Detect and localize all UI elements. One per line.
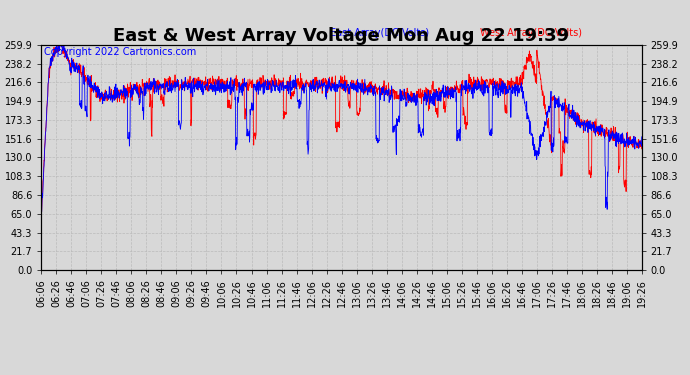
Text: East Array(DC Volts): East Array(DC Volts) (330, 28, 428, 38)
Text: Copyright 2022 Cartronics.com: Copyright 2022 Cartronics.com (44, 47, 197, 57)
Text: West Array(DC Volts): West Array(DC Volts) (480, 28, 582, 38)
Title: East & West Array Voltage Mon Aug 22 19:39: East & West Array Voltage Mon Aug 22 19:… (113, 27, 570, 45)
